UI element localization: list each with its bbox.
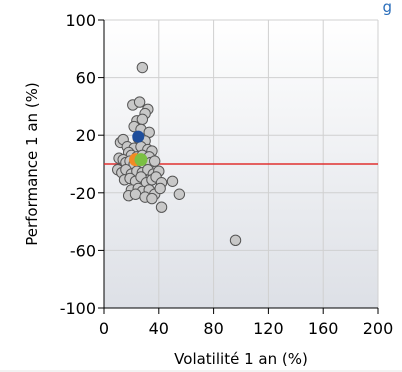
data-point	[146, 192, 158, 205]
data-point	[166, 175, 179, 187]
highlight-point-green	[134, 153, 148, 167]
chart-title-fragment: g	[382, 0, 392, 16]
data-points	[112, 61, 242, 247]
y-tick-label: -60	[70, 241, 96, 260]
y-tick-label: 60	[76, 69, 96, 88]
y-tick-label: 100	[65, 11, 96, 30]
data-point	[133, 96, 146, 108]
y-tick-label: 20	[76, 126, 96, 145]
y-tick-label: -20	[70, 184, 96, 203]
data-point	[148, 155, 161, 167]
x-tick-label: 80	[203, 319, 223, 338]
tick-labels: 0 40 80 120 160 200 -100 -60 -20 20 60 100	[60, 11, 394, 338]
x-axis-title: Volatilité 1 an (%)	[174, 350, 308, 368]
data-point	[136, 113, 149, 126]
highlight-point-blue	[132, 130, 145, 143]
y-tick-label: -100	[60, 299, 96, 318]
x-tick-label: 200	[363, 319, 394, 338]
data-point	[155, 201, 168, 213]
x-tick-label: 120	[253, 319, 284, 338]
x-tick-label: 40	[149, 319, 169, 338]
data-point	[229, 234, 242, 247]
y-axis-title: Performance 1 an (%)	[23, 82, 41, 246]
x-tick-label: 160	[308, 319, 339, 338]
x-tick-label: 0	[99, 319, 109, 338]
data-point	[154, 182, 166, 195]
data-point	[129, 188, 142, 200]
data-point	[173, 188, 186, 200]
data-point	[136, 61, 149, 74]
